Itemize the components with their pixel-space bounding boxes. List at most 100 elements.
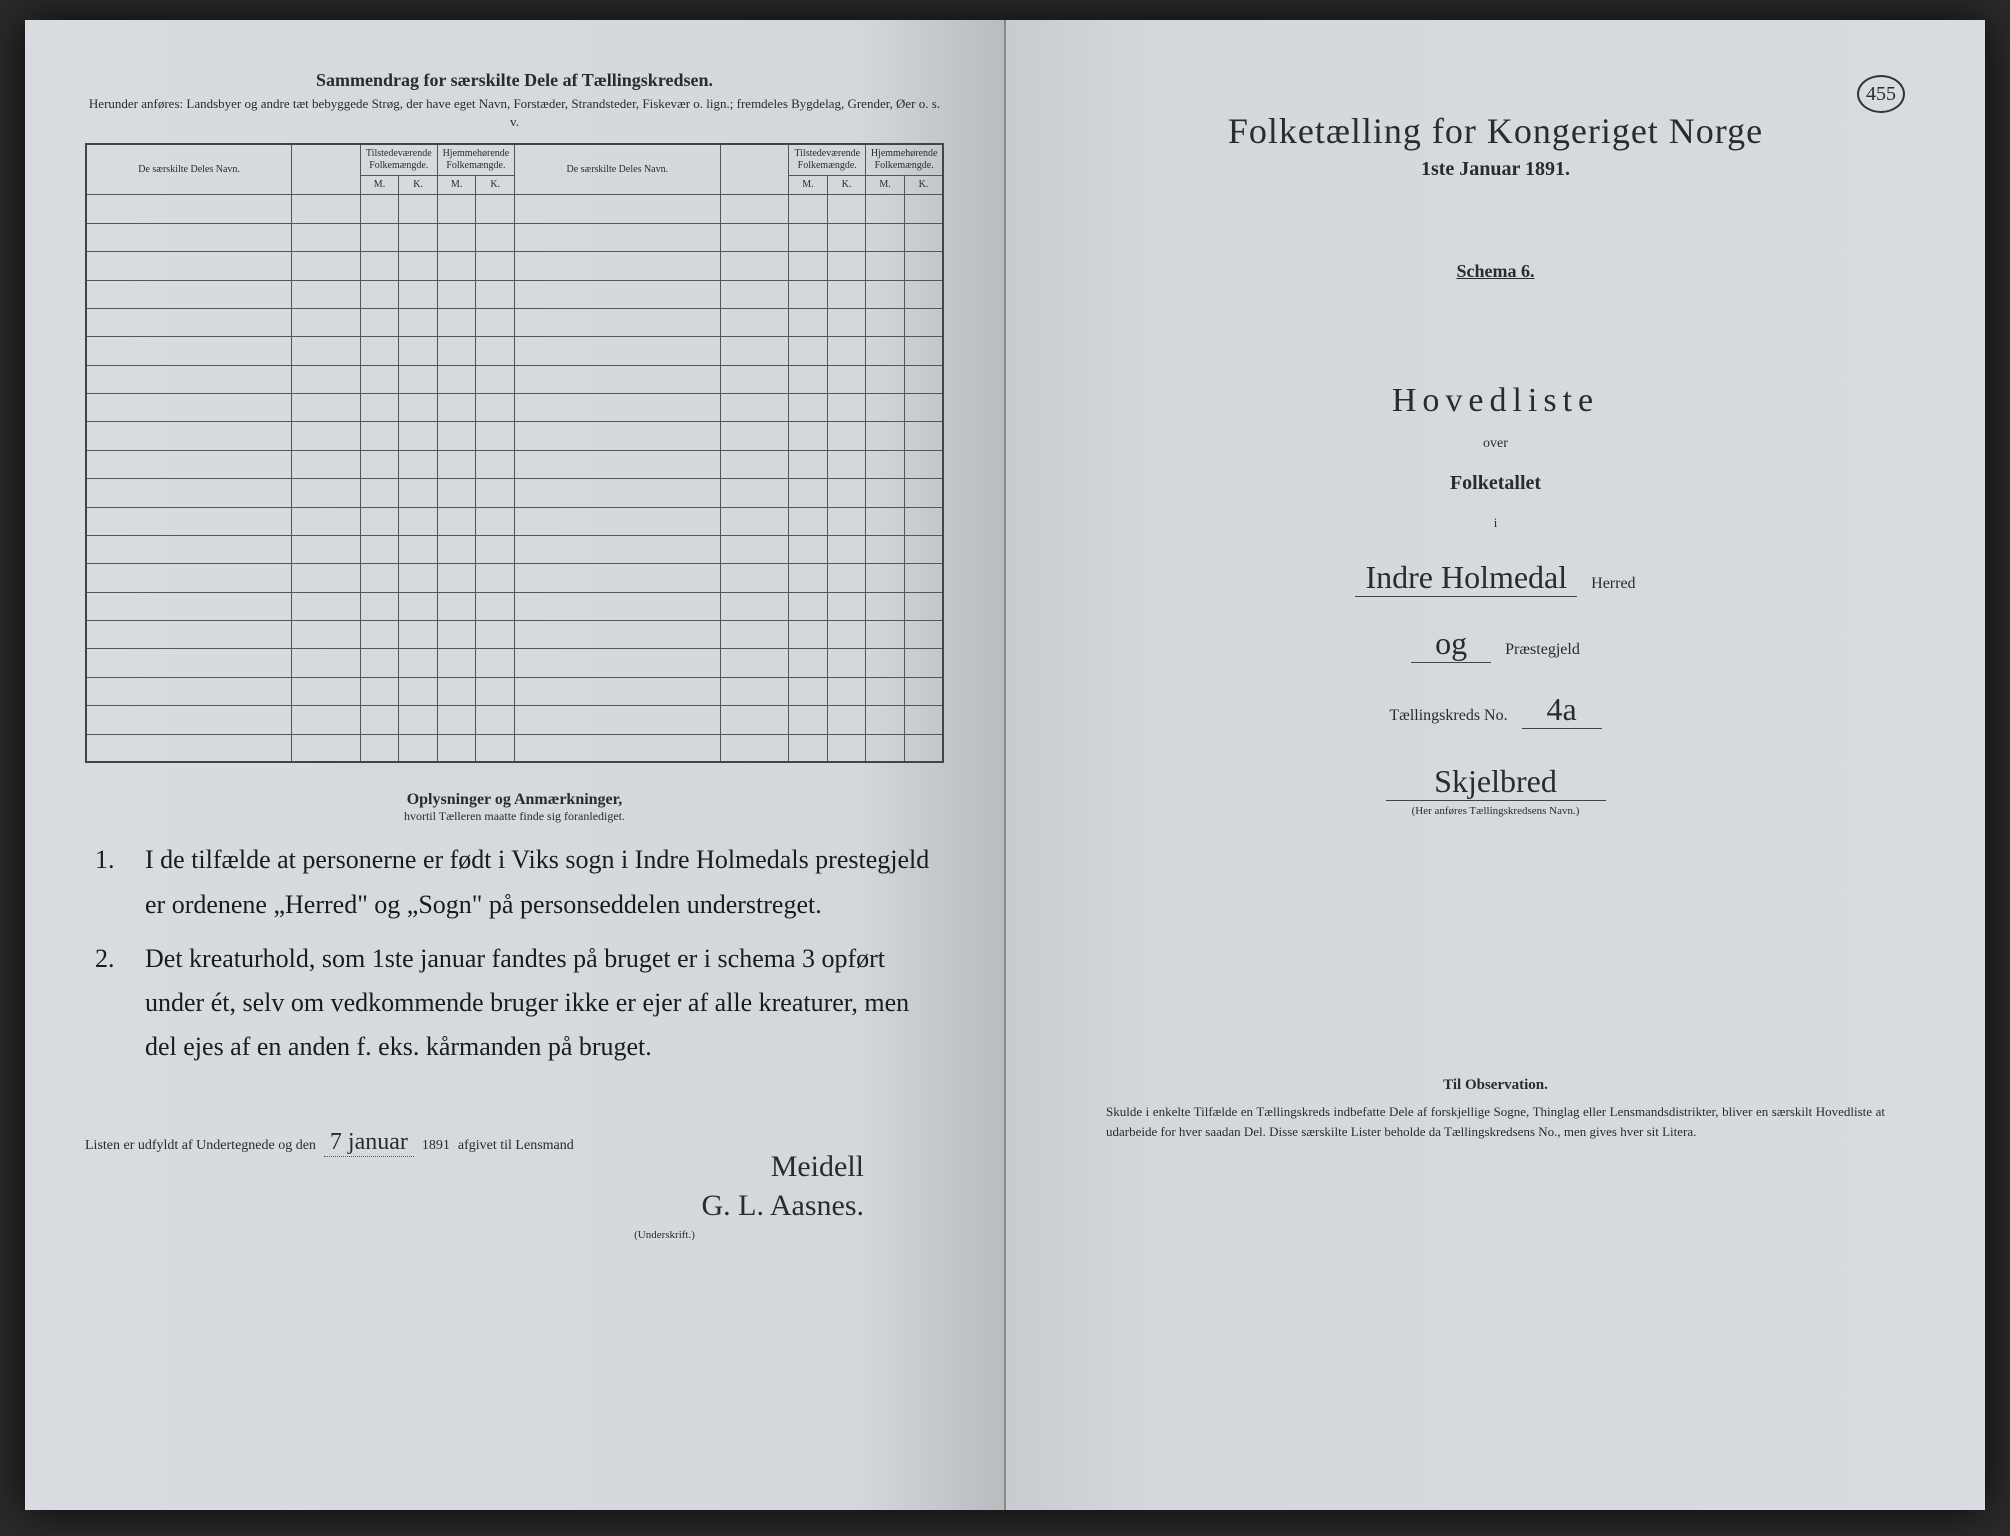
table-cell [476,280,515,308]
table-cell [514,507,720,535]
table-cell [437,450,476,478]
herred-label: Herred [1591,575,1635,593]
table-cell [720,677,789,705]
th-m: M. [789,176,828,195]
table-cell [720,195,789,223]
table-cell [789,223,828,251]
table-cell [476,308,515,336]
table-cell [399,677,438,705]
table-cell [86,677,292,705]
table-row [86,308,943,336]
left-subheader: Herunder anføres: Landsbyer og andre tæt… [85,95,944,131]
table-cell [514,394,720,422]
table-cell [360,223,399,251]
table-cell [720,223,789,251]
table-cell [720,734,789,762]
table-cell [827,564,866,592]
th-m: M. [866,176,905,195]
table-cell [904,507,943,535]
table-cell [437,621,476,649]
table-cell [789,308,828,336]
table-cell [827,592,866,620]
footer-suffix: afgivet til Lensmand [458,1138,574,1154]
table-cell [399,592,438,620]
table-cell [904,223,943,251]
table-cell [720,621,789,649]
th-k: K. [399,176,438,195]
table-cell [399,649,438,677]
table-cell [514,649,720,677]
table-cell [827,422,866,450]
table-cell [360,252,399,280]
oplys-sub: hvortil Tælleren maatte finde sig foranl… [85,809,944,824]
table-cell [476,450,515,478]
table-cell [789,564,828,592]
table-cell [789,337,828,365]
table-cell [437,252,476,280]
table-cell [399,252,438,280]
table-cell [360,734,399,762]
table-cell [866,280,905,308]
table-cell [514,195,720,223]
kreds-caption: (Her anføres Tællingskredsens Navn.) [1066,805,1925,817]
table-cell [720,649,789,677]
kreds-label: Tællingskreds No. [1389,707,1507,725]
table-cell [866,195,905,223]
table-cell [514,365,720,393]
table-cell [292,479,361,507]
note-text: I de tilfælde at personerne er født i Vi… [145,838,934,926]
table-cell [476,479,515,507]
table-cell [86,734,292,762]
table-cell [789,195,828,223]
table-cell [720,365,789,393]
note-2: 2. Det kreaturhold, som 1ste januar fand… [95,937,934,1070]
table-row [86,649,943,677]
table-cell [866,564,905,592]
i-label: i [1066,515,1925,531]
table-cell [904,280,943,308]
table-cell [399,535,438,563]
table-cell [514,252,720,280]
th-k: K. [827,176,866,195]
table-cell [476,564,515,592]
table-cell [292,195,361,223]
table-cell [720,280,789,308]
table-cell [399,479,438,507]
table-cell [437,677,476,705]
table-cell [292,734,361,762]
table-cell [827,308,866,336]
table-cell [514,706,720,734]
footer-prefix: Listen er udfyldt af Undertegnede og den [85,1138,316,1154]
table-cell [86,365,292,393]
kreds-no: 4a [1522,691,1602,729]
table-cell [866,422,905,450]
table-cell [904,734,943,762]
note-1: 1. I de tilfælde at personerne er født i… [95,838,934,926]
table-cell [437,592,476,620]
herred-value: Indre Holmedal [1355,559,1577,597]
table-cell [86,706,292,734]
table-cell [514,337,720,365]
table-cell [86,394,292,422]
table-cell [292,535,361,563]
table-cell [866,649,905,677]
table-cell [827,223,866,251]
table-cell [866,677,905,705]
th-k: K. [904,176,943,195]
th-huslisters-2 [720,144,789,195]
th-name-1: De særskilte Deles Navn. [86,144,292,195]
table-cell [866,365,905,393]
table-cell [360,649,399,677]
table-cell [86,621,292,649]
table-cell [360,422,399,450]
table-cell [720,706,789,734]
table-cell [866,592,905,620]
table-cell [86,592,292,620]
table-cell [904,308,943,336]
table-cell [292,564,361,592]
table-cell [720,252,789,280]
footer-date: 7 januar [324,1129,414,1157]
table-row [86,337,943,365]
table-cell [720,450,789,478]
table-cell [789,507,828,535]
